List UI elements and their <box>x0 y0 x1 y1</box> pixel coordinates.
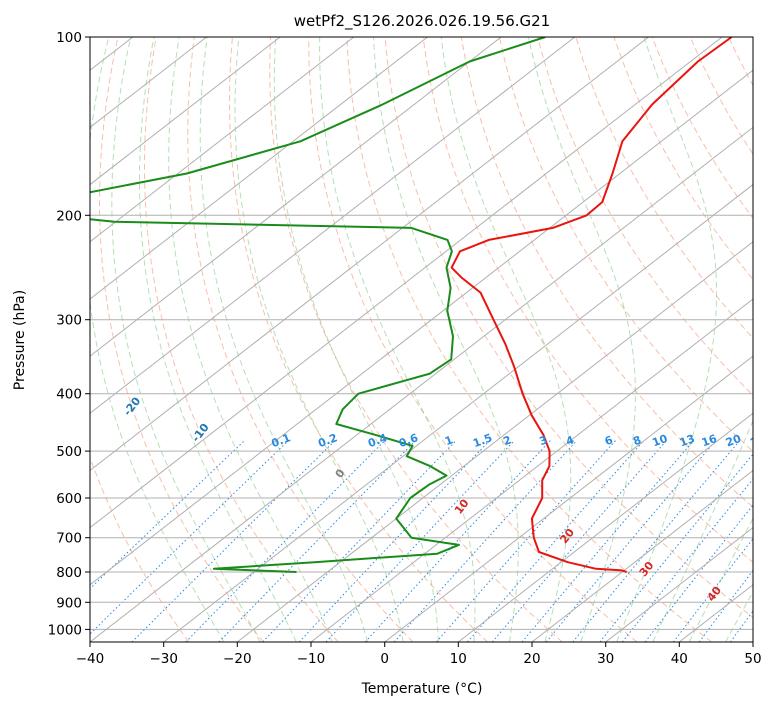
moist-adiabat-line <box>617 37 717 642</box>
mixing-ratio-label: 1 <box>443 433 455 448</box>
mixing-ratio-line <box>82 441 288 642</box>
mixing-ratio-label: 10 <box>651 432 670 450</box>
chart-title: wetPf2_S126.2026.026.19.56.G21 <box>294 12 550 31</box>
isotherm-line <box>164 37 775 642</box>
mixing-ratio-line <box>186 441 385 642</box>
mixing-ratio-label: 4 <box>564 433 576 448</box>
x-tick-label: −20 <box>223 651 252 667</box>
moist-adiabat-line <box>169 37 332 642</box>
y-tick-label: 200 <box>56 208 82 224</box>
dry-adiabat-line <box>499 37 775 642</box>
x-axis-label: Temperature (°C) <box>361 681 483 697</box>
moist-adiabat-label: 30 <box>637 559 657 579</box>
y-axis-label: Pressure (hPa) <box>12 290 28 390</box>
dry-adiabat-line <box>100 37 264 642</box>
dry-adiabat-line <box>53 37 189 642</box>
y-tick-label: 900 <box>56 595 82 611</box>
mixing-ratio-label: 1.5 <box>471 431 494 450</box>
dry-adiabat-label: -10 <box>189 421 212 445</box>
moist-adiabat-line <box>200 37 368 642</box>
dry-adiabat-line <box>461 37 775 642</box>
mixing-ratio-line <box>394 441 577 642</box>
dry-adiabat-line <box>188 37 413 642</box>
mixing-ratio-label: 20 <box>724 432 743 450</box>
dry-adiabat-line <box>690 37 775 642</box>
mixing-ratio-line <box>219 441 416 642</box>
plot-frame <box>90 37 753 642</box>
mixing-ratio-label: 8 <box>631 433 643 448</box>
mixing-ratio-label: 6 <box>603 433 615 448</box>
dry-adiabat-line <box>767 37 775 642</box>
isotherm-line <box>0 37 59 642</box>
dry-adiabat-line <box>538 37 775 642</box>
mixing-ratio-label: 3 <box>538 433 550 448</box>
x-tick-label: −10 <box>297 651 326 667</box>
isotherm-line <box>753 37 775 642</box>
x-tick-label: −30 <box>149 651 178 667</box>
isotherm-line <box>679 37 775 642</box>
y-tick-label: 400 <box>56 387 82 403</box>
dry-adiabat-label: -30 <box>54 355 77 379</box>
y-tick-label: 300 <box>56 313 82 329</box>
dry-adiabat-label: -20 <box>121 394 144 418</box>
mixing-ratio-line <box>492 441 666 642</box>
dry-adiabat-line <box>145 37 339 642</box>
isotherm-line <box>16 37 775 642</box>
y-tick-label: 600 <box>56 491 82 507</box>
x-tick-label: 40 <box>671 651 688 667</box>
y-tick-label: 1000 <box>48 622 82 638</box>
x-tick-label: 0 <box>380 651 389 667</box>
moist-adiabat-line <box>689 37 775 642</box>
x-tick-label: 30 <box>597 651 614 667</box>
moist-adiabat-line <box>529 37 636 642</box>
x-tick-label: 20 <box>523 651 540 667</box>
isotherm-line <box>0 37 354 642</box>
moist-adiabat-label: 20 <box>557 526 577 546</box>
dry-adiabat-line <box>728 37 775 642</box>
y-tick-label: 100 <box>56 30 82 46</box>
x-tick-label: −40 <box>76 651 105 667</box>
mixing-ratio-label: 25 <box>749 432 768 449</box>
isotherm-line <box>0 37 722 642</box>
moist-adiabat-line <box>85 37 224 642</box>
mixing-ratio-label: 2 <box>501 433 513 448</box>
y-tick-label: 700 <box>56 531 82 547</box>
moist-adiabat-line <box>441 37 571 642</box>
isotherm-line <box>458 37 775 642</box>
moist-adiabat-line <box>320 37 475 642</box>
moist-adiabat-line <box>235 37 403 642</box>
dry-adiabat-line <box>230 37 488 642</box>
temperature-profile-line <box>452 37 732 572</box>
y-tick-label: 500 <box>56 444 82 460</box>
x-tick-label: 10 <box>450 651 467 667</box>
moist-adiabat-line <box>726 37 775 642</box>
mixing-ratio-line <box>263 441 456 642</box>
mixing-ratio-label: 0.1 <box>270 431 293 450</box>
isotherm-line <box>0 37 501 642</box>
mixing-ratio-label: 16 <box>700 432 719 450</box>
isotherm-line <box>0 37 428 642</box>
mixing-ratio-line <box>645 441 775 642</box>
dry-adiabat-line <box>309 37 637 642</box>
moist-adiabat-label: 40 <box>704 584 724 604</box>
mixing-ratio-label: 30 <box>769 432 775 450</box>
mixing-ratio-line <box>468 441 644 642</box>
moist-adiabat-label: 10 <box>452 496 472 516</box>
mixing-ratio-line <box>699 441 775 642</box>
isotherm-line <box>0 37 575 642</box>
mixing-ratio-label: 13 <box>678 432 697 449</box>
y-tick-label: 800 <box>56 565 82 581</box>
x-tick-label: 50 <box>744 651 761 667</box>
mixing-ratio-label: 0.6 <box>397 431 420 450</box>
isotherm-line <box>0 37 280 642</box>
moist-adiabat-line <box>112 37 260 642</box>
